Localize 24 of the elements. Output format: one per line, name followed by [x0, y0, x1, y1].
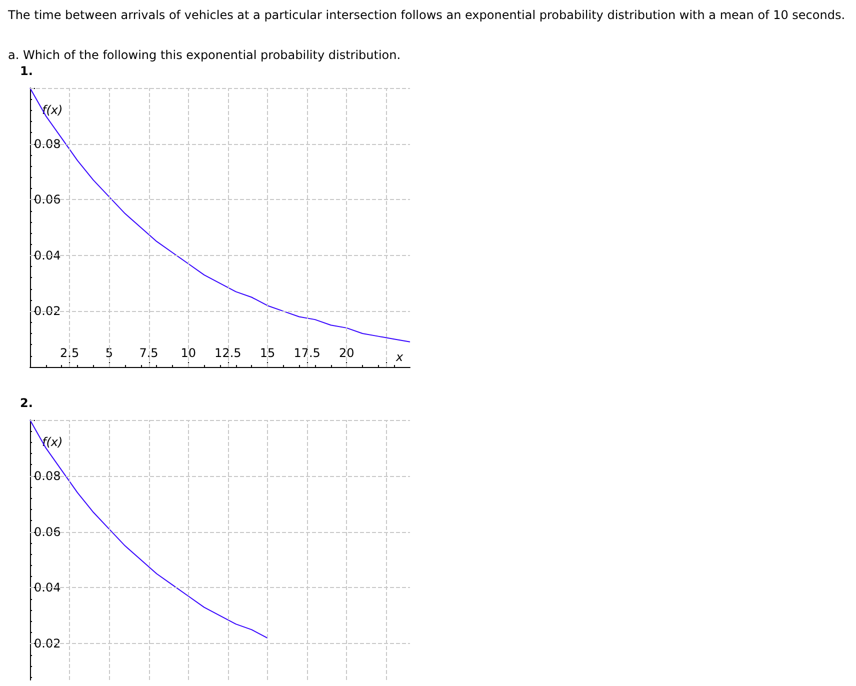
y-tick-label: 0.08 — [34, 468, 61, 483]
y-tick-label: 0.04 — [34, 248, 61, 262]
x-tick-label: 7.5 — [139, 346, 158, 360]
text: a. Which of the following this exponential probability distribution. — [8, 48, 402, 62]
y-tick-label: 0.08 — [34, 136, 61, 151]
x-tick-label: 2.5 — [60, 346, 80, 360]
x-tick-label: 12.5 — [214, 346, 242, 360]
chart-title: 2. — [20, 396, 34, 410]
y-tick-label: 0.02 — [34, 304, 61, 318]
chart-title: 1. — [20, 64, 34, 78]
line-series — [30, 88, 410, 342]
text: The time between arrivals of vehicles at a particular intersection follows an exponential probability distribution with a mean of 10 seconds. — [8, 8, 846, 22]
x-tick-label: 20 — [339, 346, 354, 360]
line-series — [30, 420, 268, 639]
y-tick-label: 0.06 — [34, 192, 61, 207]
y-tick-label: 0.04 — [34, 580, 61, 595]
y-axis-title: f(x) — [42, 435, 63, 449]
x-axis-title: x — [395, 350, 404, 364]
x-tick-label: 17.5 — [294, 346, 320, 360]
y-axis-title: f(x) — [42, 103, 63, 117]
x-tick-label: 10 — [180, 346, 196, 360]
y-tick-label: 0.02 — [34, 636, 61, 651]
x-tick-label: 15 — [260, 346, 276, 360]
y-tick-label: 0.06 — [34, 524, 61, 539]
